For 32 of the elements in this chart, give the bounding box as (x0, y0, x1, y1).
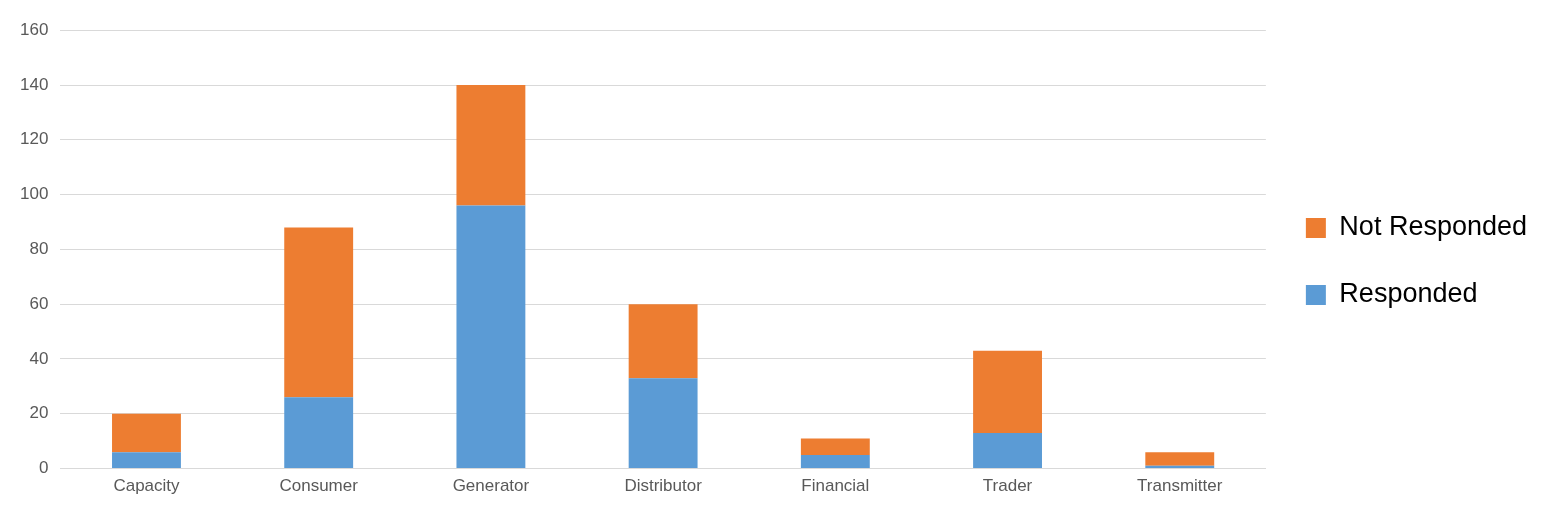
bar (973, 432, 1042, 469)
bar (112, 452, 181, 469)
bar (628, 304, 698, 379)
x-tick-label: Transmitter (1137, 476, 1223, 496)
bar (456, 85, 526, 206)
bar (284, 227, 354, 398)
legend-label: Not Responded (1339, 211, 1528, 242)
y-tick-label: 0 (38, 458, 49, 478)
y-tick-label: 140 (19, 74, 49, 94)
y-tick-label: 160 (19, 19, 49, 39)
bar (1145, 465, 1215, 469)
y-tick-label: 80 (29, 239, 49, 259)
legend-label: Responded (1339, 278, 1478, 309)
bar (973, 350, 1042, 433)
x-tick-label: Distributor (624, 476, 703, 496)
bar (284, 397, 354, 469)
x-tick-label: Generator (452, 476, 530, 496)
bar (456, 205, 526, 469)
bar (112, 413, 181, 453)
x-tick-label: Capacity (113, 476, 181, 496)
x-tick-label: Consumer (279, 476, 359, 496)
x-tick-label: Financial (801, 476, 870, 496)
y-tick-label: 120 (19, 129, 49, 149)
y-tick-label: 60 (29, 293, 49, 313)
bar (1145, 452, 1215, 466)
x-tick-label: Trader (982, 476, 1033, 496)
y-tick-label: 40 (29, 348, 49, 368)
y-tick-label: 100 (19, 184, 49, 204)
y-tick-label: 20 (29, 403, 49, 423)
bar (628, 378, 698, 469)
bar (800, 438, 870, 455)
bar (800, 454, 870, 469)
